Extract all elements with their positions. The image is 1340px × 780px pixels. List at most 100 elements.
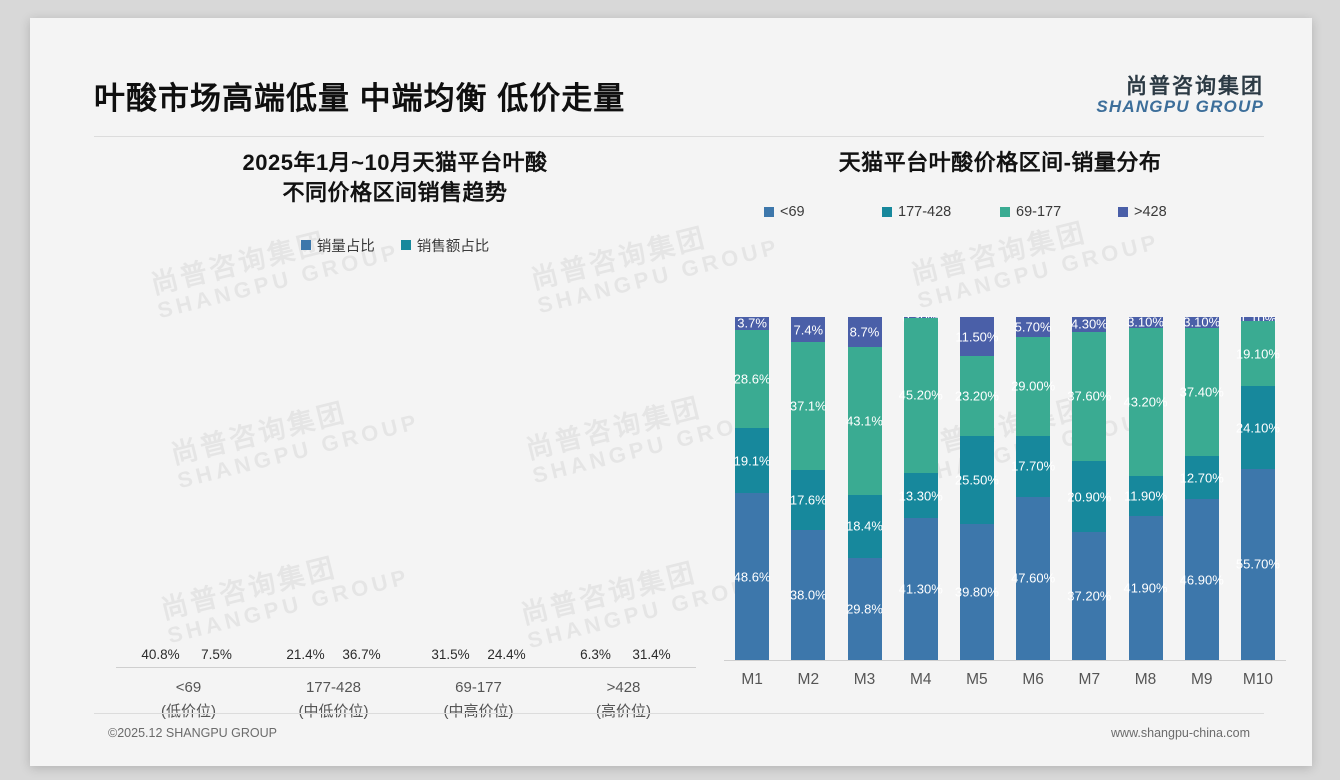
bar-value-label: 6.3%	[580, 647, 611, 662]
stacked-bar-slot: 3.10% 43.20% 11.90% 41.90%	[1117, 316, 1173, 660]
stack-segment-label: 37.60%	[1067, 388, 1112, 404]
stack-segment-label: 43.20%	[1123, 394, 1168, 410]
stacked-bar-slot: 7.4% 37.1% 17.6% 38.0%	[780, 317, 836, 660]
legend-swatch-icon	[300, 240, 311, 251]
stack-segment-label: 19.10%	[1235, 346, 1280, 362]
stack-segment-69-177[interactable]: 43.20%	[1123, 327, 1168, 476]
stack-segment-label: 29.8%	[846, 601, 883, 617]
stack-segment-<69[interactable]: 47.60%	[1011, 496, 1055, 660]
slide-header: 叶酸市场高端低量 中端均衡 低价走量 尚普咨询集团 SHANGPU GROUP	[30, 18, 1312, 118]
x-axis-label-range: <69	[175, 679, 202, 696]
stack-segment->428[interactable]: 4.30%	[1070, 316, 1108, 332]
stack-segment-69-177[interactable]: 28.6%	[734, 329, 771, 428]
stack-segment-<69[interactable]: 41.30%	[899, 518, 943, 660]
x-axis-label: M7	[1078, 671, 1101, 688]
stacked-bar-slot: 11.50% 23.20% 25.50% 39.80%	[949, 317, 1005, 660]
stack-segment-69-177[interactable]: 37.60%	[1067, 331, 1111, 461]
stacked-bar-slot: 5.70% 29.00% 17.70% 47.60%	[1005, 317, 1061, 660]
stacked-bar[interactable]: 7.4% 37.1% 17.6% 38.0%	[789, 317, 827, 660]
stack-segment-label: 3.7%	[737, 316, 767, 331]
legend-label: 销售额占比	[416, 238, 490, 255]
legend-swatch-icon	[400, 240, 411, 251]
stack-segment-177-428[interactable]: 13.30%	[899, 472, 943, 519]
stacked-bar[interactable]: 1.10%19.10%24.10%55.70%	[1236, 316, 1280, 660]
stack-segment-label: 4.30%	[1070, 316, 1108, 332]
legend-item-volume[interactable]: 销量占比	[300, 235, 375, 256]
stack-segment-label: 24.10%	[1235, 420, 1280, 436]
stack-segment-177-428[interactable]: 24.10%	[1236, 386, 1280, 469]
stacked-bar[interactable]: 8.7% 43.1% 18.4% 29.8%	[846, 317, 883, 660]
legend-swatch-icon	[1000, 207, 1010, 218]
stack-segment-label: 5.70%	[1014, 319, 1052, 335]
x-axis-label: <69 (低价位)	[116, 676, 261, 724]
stacked-bar[interactable]: 4.30% 37.60% 20.90% 37.20%	[1067, 316, 1111, 660]
stacked-bar-slot: 1.10%19.10%24.10%55.70%	[1230, 316, 1286, 660]
stack-segment-69-177[interactable]: 37.1%	[790, 342, 827, 470]
stack-segment-<69[interactable]: 39.80%	[955, 523, 999, 660]
legend-item-<69[interactable]: <69	[764, 204, 882, 220]
stacked-bar[interactable]: 3.10% 43.20% 11.90% 41.90%	[1123, 316, 1168, 660]
stack-segment-label: 11.50%	[955, 329, 999, 345]
logo-text-en: SHANGPU GROUP	[1096, 97, 1264, 117]
stack-segment-label: 17.6%	[789, 492, 827, 508]
plot-area-right: 3.7% 28.6% 19.1% 48.6% 7.4% 37.1% 17.6% 38.0% 8.…	[724, 316, 1286, 661]
stack-segment->428[interactable]: 5.70%	[1014, 317, 1052, 337]
x-axis-label: M3	[853, 671, 876, 688]
stack-segment-label: 11.90%	[1123, 488, 1168, 504]
legend-label: 69-177	[1016, 204, 1062, 221]
stack-segment-177-428[interactable]: 25.50%	[955, 436, 999, 524]
x-axis-label: M6	[1022, 671, 1044, 688]
x-axis-label: M10	[1242, 671, 1273, 688]
stack-segment-label: 13.30%	[898, 488, 943, 504]
stack-segment-<69[interactable]: 37.20%	[1067, 532, 1111, 660]
stacked-bar[interactable]: 5.70% 29.00% 17.70% 47.60%	[1011, 317, 1055, 660]
stacked-bar[interactable]: 3.10% 37.40% 12.70% 46.90%	[1180, 316, 1224, 660]
chart-panel-sales-trend: 2025年1月~10月天猫平台叶酸 不同价格区间销售趋势 销量占比 销售额占比 …	[90, 148, 700, 720]
stack-segment-69-177[interactable]: 29.00%	[1011, 336, 1055, 437]
stack-segment-<69[interactable]: 46.90%	[1180, 499, 1224, 660]
stack-segment-<69[interactable]: 29.8%	[846, 557, 883, 660]
legend-item->428[interactable]: >428	[1118, 204, 1236, 220]
stack-segment-69-177[interactable]: 19.10%	[1236, 320, 1280, 387]
stacked-bar[interactable]: 11.50% 23.20% 25.50% 39.80%	[955, 317, 999, 660]
legend-item-revenue[interactable]: 销售额占比	[400, 235, 490, 256]
stack-segment-69-177[interactable]: 23.20%	[955, 356, 999, 437]
stack-segment-177-428[interactable]: 20.90%	[1067, 460, 1111, 533]
stack-segment-177-428[interactable]: 19.1%	[734, 427, 771, 494]
stack-segment->428[interactable]: 3.10%	[1183, 316, 1220, 330]
stacked-bar[interactable]: 0.30%45.20%13.30%41.30%	[899, 316, 943, 660]
stack-segment->428[interactable]: 7.4%	[791, 317, 826, 343]
stack-segment->428[interactable]: 3.7%	[735, 316, 770, 331]
legend-item-177-428[interactable]: 177-428	[882, 204, 1000, 220]
bar-group: 31.5% 24.4%	[406, 323, 551, 667]
stacked-bar[interactable]: 3.7% 28.6% 19.1% 48.6%	[733, 316, 771, 660]
stack-segment-177-428[interactable]: 18.4%	[846, 494, 883, 558]
stack-segment-69-177[interactable]: 45.20%	[899, 318, 943, 473]
stack-segment-<69[interactable]: 38.0%	[790, 529, 827, 660]
stack-segment-<69[interactable]: 55.70%	[1236, 468, 1280, 660]
stack-segment->428[interactable]: 11.50%	[955, 317, 998, 357]
stack-segment->428[interactable]: 3.10%	[1127, 316, 1164, 330]
bar-group: 6.3% 31.4%	[551, 323, 696, 667]
stack-segment->428[interactable]: 8.7%	[847, 317, 882, 347]
stacked-bars: 3.7% 28.6% 19.1% 48.6% 7.4% 37.1% 17.6% 38.0% 8.…	[724, 316, 1286, 660]
x-axis-label: >428 (高价位)	[551, 676, 696, 724]
legend-label: 销量占比	[316, 238, 375, 255]
stack-segment-177-428[interactable]: 17.70%	[1011, 436, 1055, 497]
stack-segment-label: 23.20%	[954, 388, 999, 404]
stack-segment-177-428[interactable]: 11.90%	[1124, 475, 1167, 517]
bar-value-label: 40.8%	[141, 647, 180, 662]
bar-groups: 40.8% 7.5% 21.4% 36.7% 31.5% 24.4% 6.3% 31.4%	[116, 323, 696, 667]
stack-segment-label: 20.90%	[1067, 489, 1112, 505]
stack-segment-177-428[interactable]: 17.6%	[789, 469, 827, 530]
stack-segment-<69[interactable]: 48.6%	[733, 493, 771, 660]
logo-text-cn: 尚普咨询集团	[1126, 75, 1264, 98]
x-axis-label: M9	[1190, 671, 1213, 688]
stack-segment-69-177[interactable]: 43.1%	[846, 346, 883, 495]
stack-segment-177-428[interactable]: 12.70%	[1180, 455, 1224, 500]
legend-item-69-177[interactable]: 69-177	[1000, 204, 1118, 220]
stack-segment-69-177[interactable]: 37.40%	[1180, 327, 1224, 456]
stack-segment-label: 48.6%	[733, 569, 771, 585]
stack-segment-<69[interactable]: 41.90%	[1123, 516, 1168, 660]
stack-segment-label: 43.1%	[846, 413, 883, 429]
